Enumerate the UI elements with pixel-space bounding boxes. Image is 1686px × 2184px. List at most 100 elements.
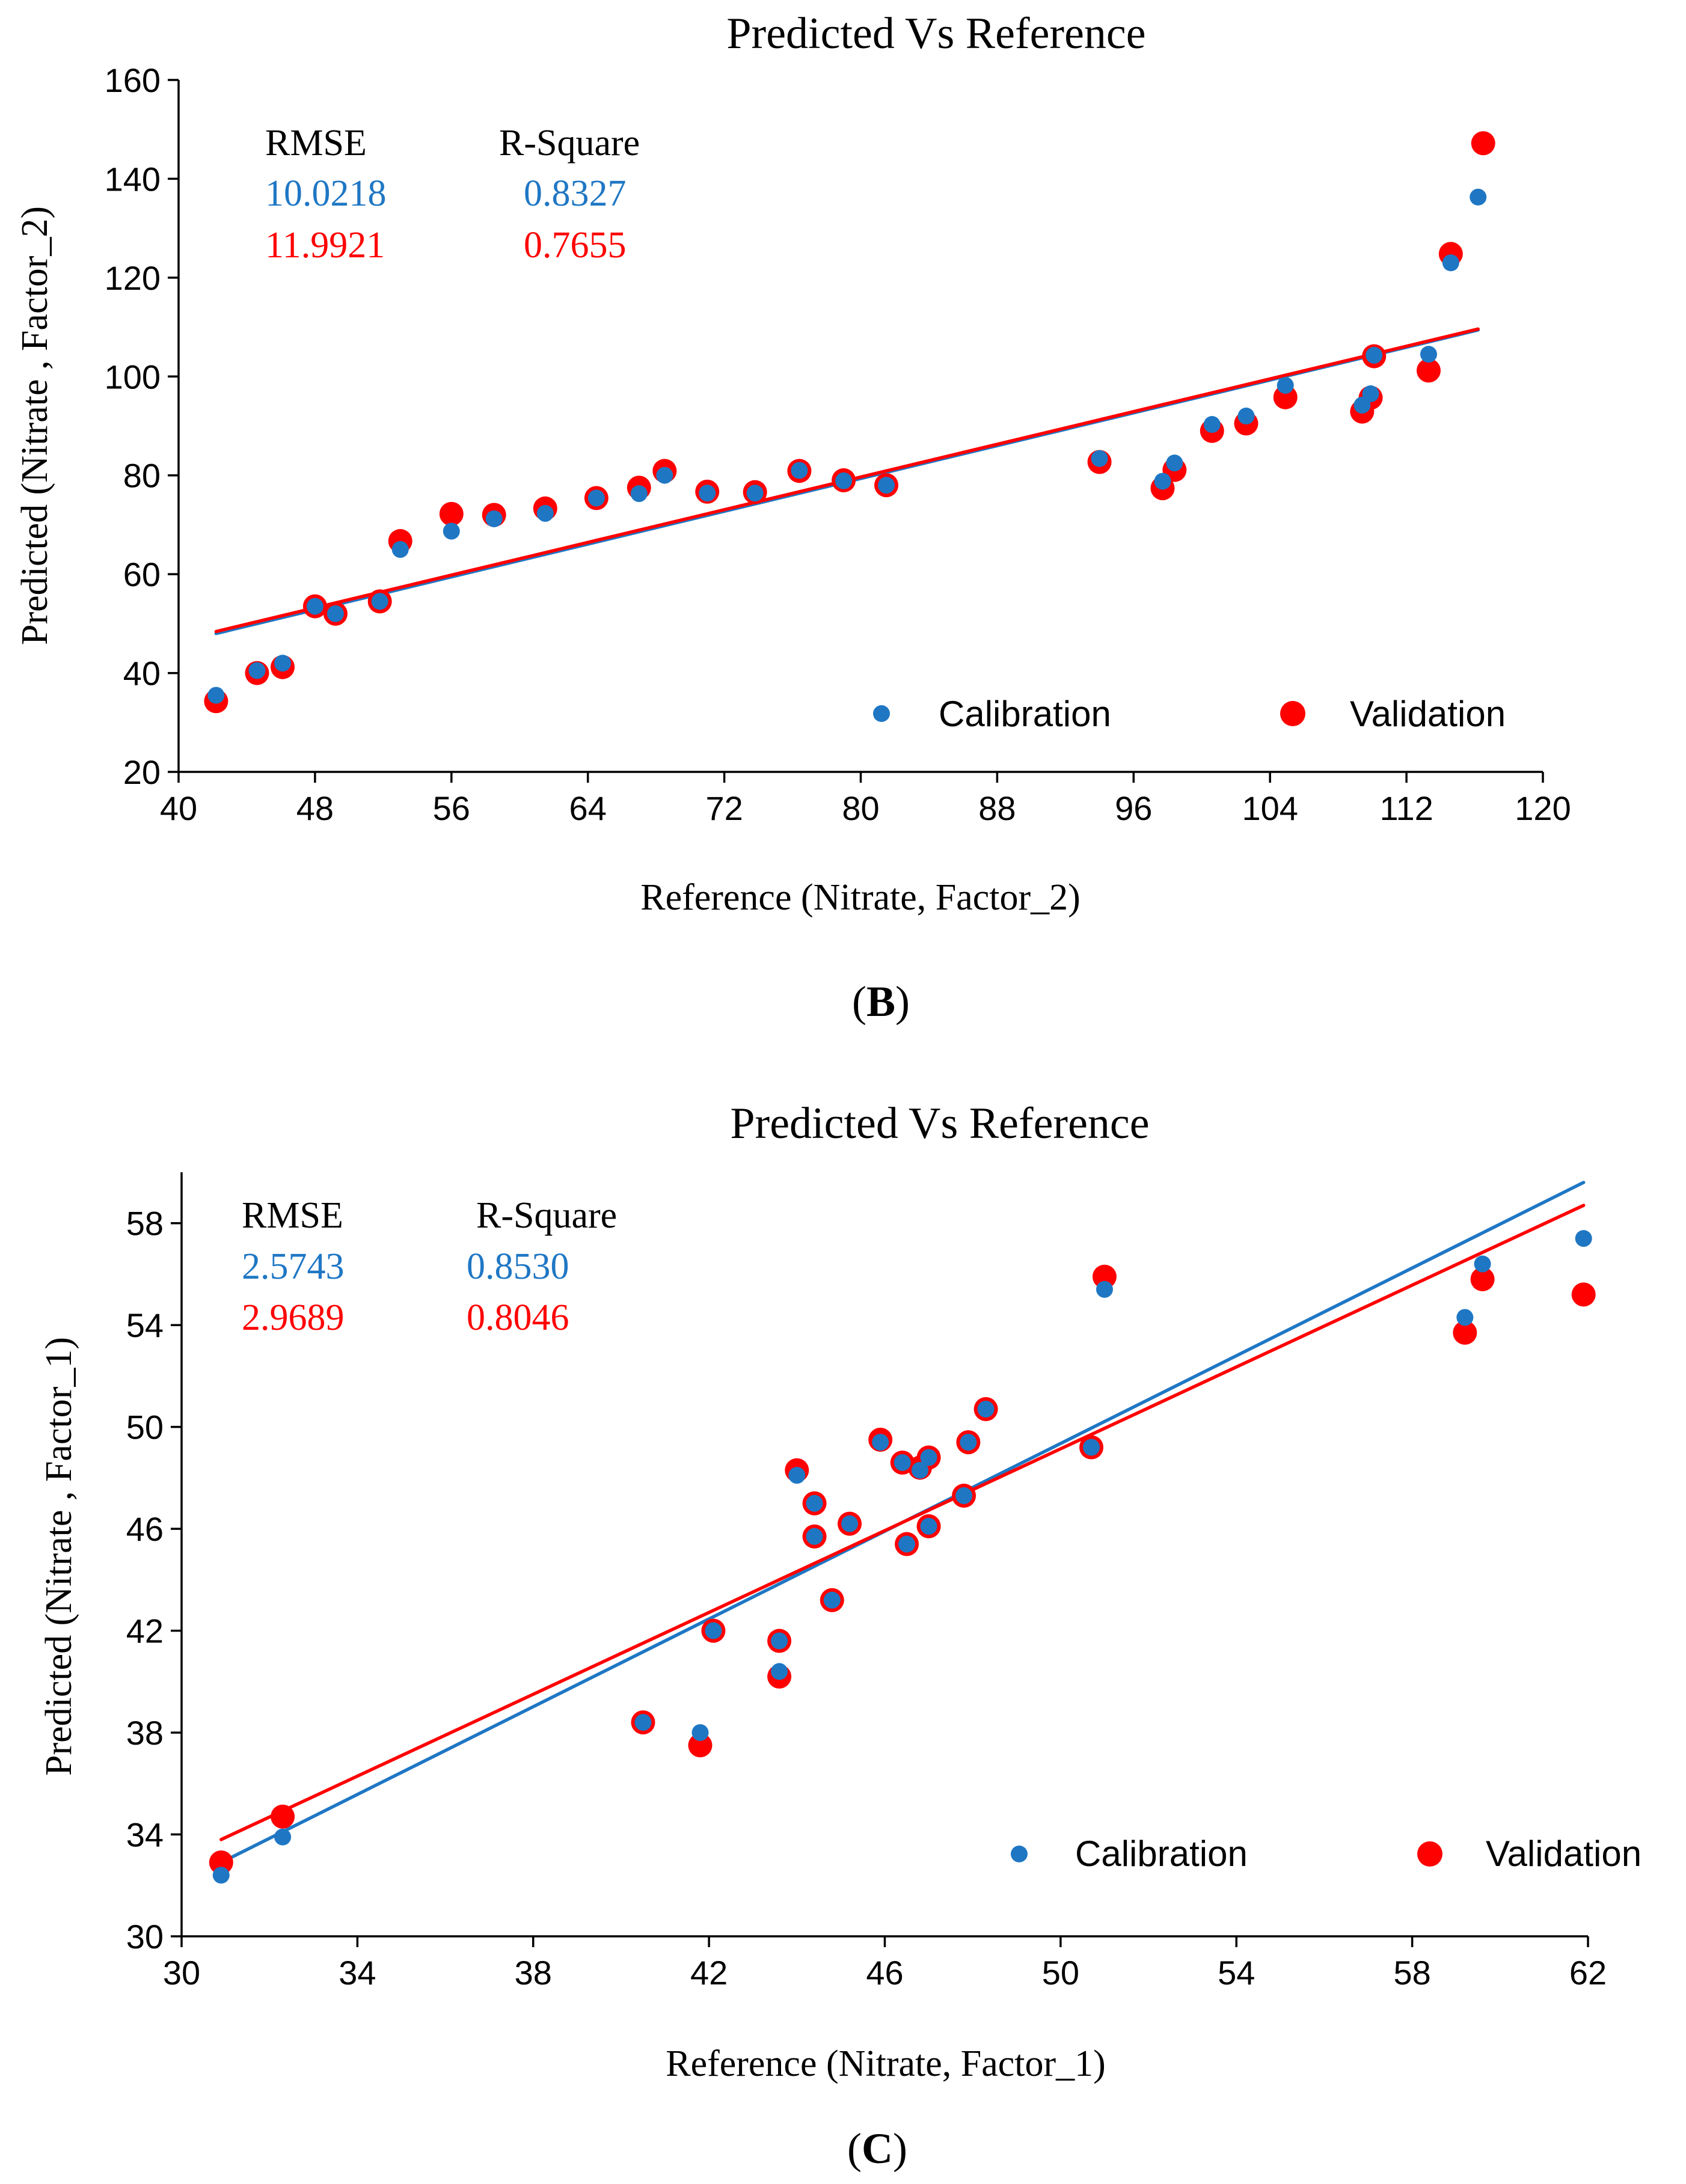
x-tick-label: 30 <box>163 1954 200 1992</box>
legend: Calibration Validation <box>1011 1834 1642 1874</box>
point-validation <box>209 1850 233 1875</box>
data-points <box>204 131 1495 714</box>
y-ticks: 20 40 60 80 100 120 140 160 <box>105 61 179 791</box>
x-tick-label: 42 <box>690 1954 728 1992</box>
point-calibration <box>1203 416 1221 433</box>
point-calibration <box>1166 454 1183 472</box>
point-calibration <box>326 605 344 622</box>
chart-panel-b: Predicted Vs Reference 40 48 56 64 72 80 88 96 1… <box>14 9 1571 1026</box>
point-validation <box>439 501 464 526</box>
x-tick-label: 72 <box>705 789 743 827</box>
y-tick-label: 54 <box>126 1306 164 1344</box>
y-tick-label: 34 <box>126 1816 164 1854</box>
validation-r2: 0.8046 <box>467 1297 569 1338</box>
point-calibration <box>1420 346 1437 363</box>
point-calibration <box>920 1517 937 1535</box>
y-axis-title: Predicted (Nitrate , Factor_1) <box>38 1337 79 1776</box>
point-calibration <box>1366 346 1383 364</box>
data-points <box>209 1230 1596 1884</box>
y-axis-title: Predicted (Nitrate , Factor_2) <box>14 206 55 645</box>
point-calibration <box>1083 1439 1100 1456</box>
point-calibration <box>705 1622 722 1639</box>
calibration-r2: 0.8327 <box>524 173 627 214</box>
point-calibration <box>771 1663 788 1680</box>
x-tick-label: 64 <box>569 789 607 827</box>
legend-validation-marker <box>1417 1841 1442 1867</box>
x-tick-label: 88 <box>978 789 1016 827</box>
point-calibration <box>274 1828 292 1846</box>
point-validation <box>1092 1264 1117 1289</box>
y-tick-label: 60 <box>123 555 161 593</box>
point-calibration <box>872 1434 889 1451</box>
y-tick-label: 38 <box>126 1714 164 1752</box>
point-calibration <box>806 1494 823 1512</box>
x-tick-label: 50 <box>1042 1954 1079 1992</box>
point-calibration <box>960 1434 977 1451</box>
point-calibration <box>207 687 225 704</box>
point-calibration <box>691 1724 709 1742</box>
point-calibration <box>835 472 853 489</box>
point-calibration <box>485 510 503 528</box>
point-calibration <box>955 1487 973 1505</box>
y-tick-label: 42 <box>126 1612 164 1650</box>
stats-box: RMSE R-Square 2.5743 0.8530 2.9689 0.804… <box>242 1195 617 1338</box>
y-tick-label: 120 <box>105 259 161 297</box>
x-tick-label: 112 <box>1379 789 1433 827</box>
x-tick-label: 104 <box>1242 789 1298 827</box>
rmse-header: RMSE <box>242 1195 343 1236</box>
x-tick-label: 40 <box>160 789 197 827</box>
point-validation <box>271 1804 295 1829</box>
x-tick-label: 80 <box>842 789 879 827</box>
y-tick-label: 160 <box>105 61 161 99</box>
point-calibration <box>371 593 388 610</box>
point-calibration <box>746 485 764 502</box>
point-calibration <box>274 655 292 672</box>
point-validation <box>1416 358 1441 383</box>
point-calibration <box>1362 385 1379 403</box>
point-calibration <box>771 1632 788 1650</box>
x-tick-label: 38 <box>515 1954 552 1992</box>
calibration-r2: 0.8530 <box>467 1246 569 1287</box>
y-tick-label: 46 <box>126 1510 164 1548</box>
point-calibration <box>630 485 648 503</box>
point-calibration <box>911 1461 928 1479</box>
legend-calibration-marker <box>1011 1846 1028 1862</box>
x-tick-label: 62 <box>1569 1954 1607 1992</box>
point-calibration <box>699 485 716 502</box>
panel-label-c: (C) <box>847 2124 907 2173</box>
point-validation <box>688 1733 713 1758</box>
point-calibration <box>391 541 409 558</box>
point-calibration <box>788 1467 806 1484</box>
trendline-validation <box>219 1204 1586 1841</box>
point-calibration <box>1096 1280 1113 1298</box>
point-calibration <box>1091 450 1108 467</box>
legend-calibration-marker <box>873 705 890 722</box>
stats-box: RMSE R-Square 10.0218 0.8327 11.9921 0.7… <box>265 123 640 266</box>
point-calibration <box>920 1449 937 1466</box>
x-axis-title: Reference (Nitrate, Factor_1) <box>666 2043 1106 2084</box>
point-calibration <box>1277 377 1294 394</box>
legend-validation-marker <box>1280 701 1305 726</box>
x-tick-label: 46 <box>866 1954 903 1992</box>
point-calibration <box>1237 408 1255 425</box>
legend-calibration-label: Calibration <box>939 694 1111 734</box>
point-calibration <box>212 1867 230 1884</box>
x-ticks: 30 34 38 42 46 50 54 58 62 <box>163 1936 1607 1992</box>
validation-rmse: 11.9921 <box>265 225 385 266</box>
point-validation <box>1471 131 1495 156</box>
point-calibration <box>977 1401 995 1418</box>
point-calibration <box>823 1591 841 1609</box>
x-tick-label: 96 <box>1115 789 1152 827</box>
x-tick-label: 58 <box>1393 1954 1430 1992</box>
y-tick-label: 40 <box>123 655 161 693</box>
validation-r2: 0.7655 <box>524 225 627 266</box>
y-tick-label: 58 <box>126 1205 164 1243</box>
chart-title: Predicted Vs Reference <box>726 9 1145 58</box>
x-ticks: 40 48 56 64 72 80 88 96 104 112 120 <box>160 772 1571 827</box>
point-calibration <box>1442 254 1459 272</box>
legend-validation-label: Validation <box>1350 694 1506 734</box>
point-calibration <box>536 505 554 522</box>
point-calibration <box>1470 188 1487 206</box>
point-calibration <box>806 1528 823 1545</box>
